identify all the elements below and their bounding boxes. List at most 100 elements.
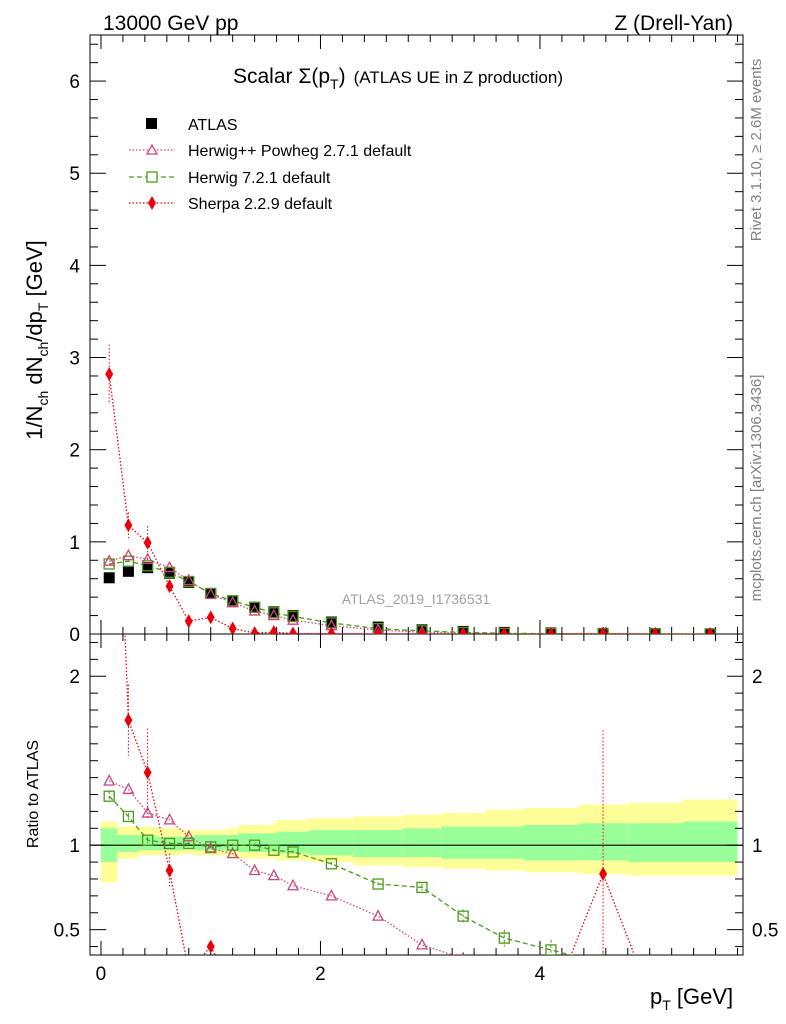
header-left: 13000 GeV pp [103, 12, 238, 35]
ratio-point-1-5 [205, 841, 217, 853]
ratio-y-tick-label: 0.5 [54, 921, 80, 942]
band-green-bin [309, 829, 354, 856]
ratio-point-2-16 [599, 866, 608, 881]
data-point-3-7 [250, 626, 259, 634]
ratio-point-2-10 [327, 1004, 335, 1018]
data-point-3-4 [184, 614, 193, 629]
ratio-y-axis-label: Ratio to ATLAS [25, 740, 42, 848]
band-green-bin [441, 826, 486, 859]
data-point-0-2 [142, 562, 154, 574]
x-tick-label: 4 [535, 964, 546, 985]
main-y-ticks: 0 1 2 3 4 5 6 [69, 43, 743, 646]
ratio-point-2-7 [251, 1002, 259, 1016]
band-green-bin [627, 823, 683, 863]
ratio-point-2-1 [124, 713, 133, 728]
data-point-0-10 [325, 616, 337, 628]
main-y-tick-label: 2 [69, 441, 80, 462]
data-point-3-2 [143, 535, 152, 550]
data-point-1-3 [163, 560, 176, 573]
ratio-point-2-14 [500, 1005, 508, 1019]
ratio-point-2-0 [105, 230, 113, 244]
data-point-1-7 [248, 604, 261, 616]
ratio-point-1-1 [122, 810, 135, 823]
ratio-point-1-14 [498, 932, 510, 944]
ratio-point-1-4 [183, 837, 195, 850]
data-point-0-3 [164, 567, 176, 579]
ratio-y-tick-label-right: 1 [752, 836, 763, 857]
data-point-3-10 [327, 626, 336, 634]
ratio-point-2-11 [374, 1005, 382, 1019]
data-point-3-15 [546, 626, 555, 634]
band-green-bin [485, 826, 524, 859]
data-point-3-13 [459, 626, 468, 634]
legend-marker-herwig7 [146, 171, 158, 183]
ratio-point-2-8 [270, 994, 278, 1008]
data-point-0-0 [103, 572, 115, 584]
ratio-point-1-9 [287, 846, 299, 858]
data-point-2-8 [268, 607, 280, 619]
band-green-bin [276, 831, 310, 854]
data-point-0-6 [227, 595, 239, 607]
legend-marker-atlas [146, 118, 157, 129]
legend-entry-herwigpp: Herwig++ Powheg 2.7.1 default [129, 143, 412, 160]
ratio-point-2-5 [206, 939, 215, 954]
legend: ATLAS Herwig++ Powheg 2.7.1 default Herw… [129, 117, 412, 213]
ratio-point-1-3 [163, 837, 176, 850]
ratio-point-0-2 [141, 806, 154, 818]
main-y-tick-label: 6 [69, 72, 80, 93]
data-point-3-14 [500, 626, 509, 634]
data-point-1-4 [182, 573, 195, 586]
data-point-1-8 [267, 608, 280, 621]
svg-text:1/Nch dNch/dpT [GeV]: 1/Nch dNch/dpT [GeV] [22, 240, 51, 440]
data-point-2-4 [183, 575, 195, 588]
data-point-2-7 [248, 601, 261, 613]
legend-marker-sherpa [148, 196, 156, 210]
ratio-y-tick-label: 1 [69, 836, 80, 857]
legend-entry-sherpa: Sherpa 2.2.9 default [129, 196, 333, 213]
ratio-point-1-18 [705, 972, 715, 982]
ratio-point-0-10 [325, 888, 338, 901]
data-point-3-3 [165, 579, 174, 594]
ratio-point-0-14 [499, 966, 509, 976]
ratio-series [103, 230, 715, 1019]
data-point-3-12 [417, 626, 426, 634]
x-tick-label: 0 [96, 964, 107, 985]
data-point-1-9 [286, 613, 300, 625]
ratio-line-0 [108, 780, 455, 955]
data-point-3-17 [651, 626, 660, 634]
ratio-point-1-11 [372, 878, 384, 890]
legend-label-sherpa: Sherpa 2.2.9 default [188, 196, 333, 213]
plot-area: 0 2 4 0 1 2 3 4 5 6 0.5 0.5 1 1 2 2 [54, 34, 778, 1019]
ratio-point-2-3 [165, 863, 174, 878]
legend-entry-atlas: ATLAS [146, 117, 238, 134]
main-y-tick-label: 1 [69, 533, 80, 554]
ratio-point-0-9 [286, 878, 300, 891]
ratio-point-0-16 [598, 983, 608, 993]
data-point-2-9 [287, 610, 299, 623]
data-point-3-6 [228, 621, 237, 634]
ratio-point-1-6 [227, 839, 239, 851]
band-green-bin [402, 828, 442, 858]
data-point-3-18 [706, 626, 715, 634]
ratio-point-1-2 [141, 834, 154, 846]
band-green-bin [353, 829, 403, 858]
ratio-point-2-15 [547, 999, 555, 1013]
ratio-point-0-3 [163, 812, 176, 825]
ratio-point-0-11 [372, 909, 385, 921]
ratio-point-0-15 [546, 975, 556, 985]
data-point-3-9 [289, 626, 298, 634]
ratio-point-1-17 [650, 965, 660, 975]
ratio-point-1-8 [268, 844, 280, 856]
band-green-bin [271, 833, 277, 852]
data-point-1-5 [204, 587, 217, 600]
ratio-point-0-1 [122, 782, 135, 795]
ratio-point-2-12 [418, 1005, 426, 1019]
data-point-1-6 [226, 595, 239, 608]
chart-title: Scalar Σ(pT) (ATLAS UE in Z production) [233, 65, 563, 92]
data-point-3-5 [206, 610, 215, 625]
ratio-point-1-7 [248, 839, 261, 851]
ratio-point-2-13 [459, 1005, 467, 1019]
ratio-point-0-6 [226, 846, 239, 859]
data-point-2-1 [122, 555, 135, 567]
